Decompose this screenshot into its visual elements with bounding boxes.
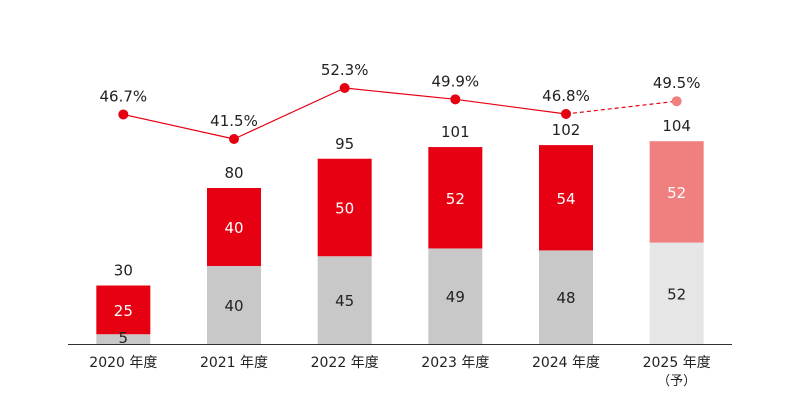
bar-bottom-value-label: 40	[224, 297, 243, 315]
bar-bottom-value-label: 49	[446, 288, 465, 306]
bar-segment-top	[96, 285, 151, 335]
line-segment	[123, 113, 235, 140]
x-tick-label: 2020 年度	[89, 355, 157, 371]
line-segment	[565, 100, 677, 115]
line-segment	[344, 87, 456, 100]
bar-segment-top	[539, 145, 593, 251]
bar-segment-top	[649, 141, 704, 243]
line-value-label: 46.8%	[542, 87, 590, 105]
bar-bottom-value-label: 5	[119, 329, 129, 347]
bar-segment-top	[317, 158, 372, 257]
line-value-label: 49.5%	[653, 74, 701, 92]
line-point	[561, 108, 571, 119]
line-segment	[233, 87, 345, 140]
line-value-label: 52.3%	[321, 61, 369, 79]
bar-segment-top	[207, 188, 261, 266]
bar-total-label: 80	[224, 164, 243, 182]
line-point	[118, 109, 129, 120]
line-value-label: 46.7%	[100, 87, 148, 105]
line-value-label: 41.5%	[210, 112, 258, 130]
x-tick-label: 2022 年度	[311, 355, 379, 371]
bar-total-label: 104	[662, 117, 691, 135]
line-point	[229, 134, 239, 144]
bar-segment-bottom	[539, 250, 593, 344]
bar-bottom-value-label: 48	[556, 289, 575, 307]
bar-total-label: 95	[335, 135, 354, 153]
line-point	[671, 96, 682, 107]
bar-segment-bottom	[96, 334, 151, 344]
bar-segment-bottom	[649, 242, 704, 344]
x-tick-label: 2021 年度	[200, 355, 268, 371]
x-tick-sublabel: （予）	[657, 374, 696, 389]
bar-segment-top	[428, 147, 483, 249]
bar-top-value-label: 25	[114, 302, 133, 320]
bar-top-value-label: 50	[335, 200, 354, 218]
x-tick-label: 2025 年度	[643, 355, 711, 371]
bar-bottom-value-label: 45	[335, 292, 354, 310]
bar-top-value-label: 40	[224, 219, 243, 237]
x-tick-label: 2024 年度	[532, 355, 600, 371]
bar-total-label: 101	[441, 123, 470, 141]
line-point	[450, 94, 461, 105]
line-point	[339, 83, 350, 93]
bar-top-value-label: 54	[556, 190, 575, 208]
line-value-label: 49.9%	[432, 72, 480, 90]
bar-total-label: 102	[552, 121, 581, 139]
x-tick-label: 2023 年度	[421, 355, 489, 371]
line-segment	[455, 98, 567, 115]
bar-segment-bottom	[428, 248, 483, 344]
bar-segment-bottom	[207, 266, 261, 344]
bar-segment-bottom	[317, 256, 372, 344]
bar-top-value-label: 52	[667, 184, 686, 202]
bar-bottom-value-label: 52	[667, 285, 686, 303]
bar-total-label: 30	[114, 262, 133, 280]
bar-top-value-label: 52	[446, 190, 465, 208]
